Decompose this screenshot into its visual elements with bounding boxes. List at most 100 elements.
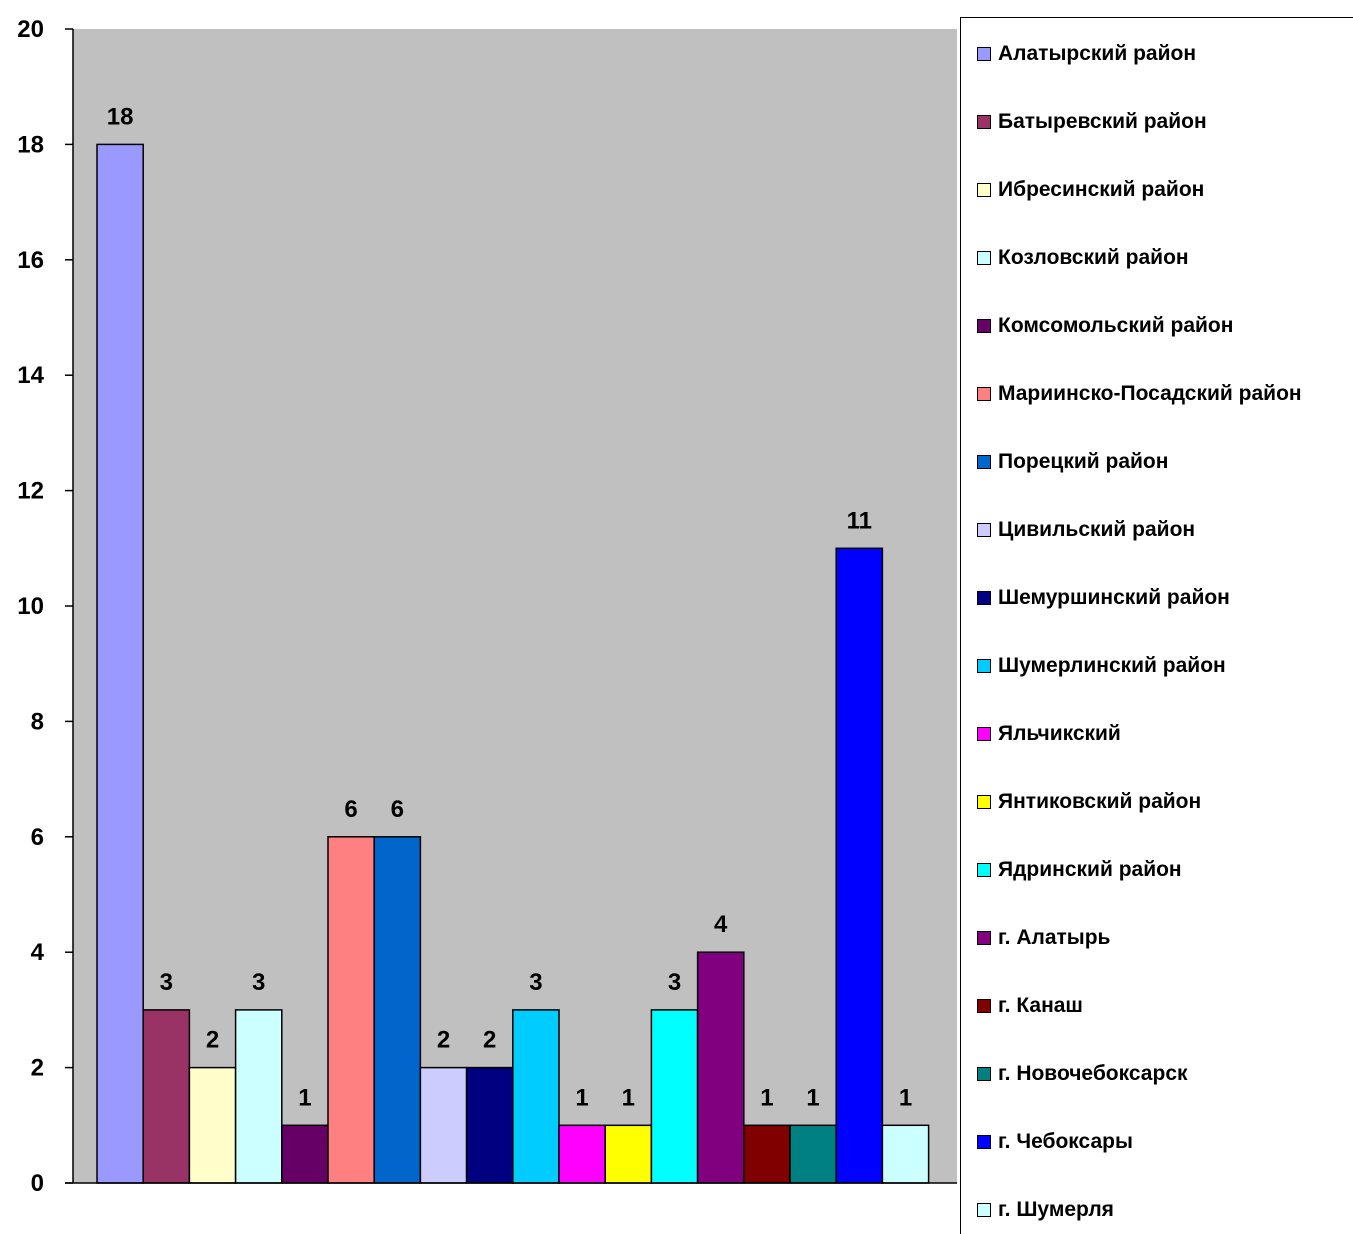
- legend: Алатырский район Батыревский район Ибресин…: [960, 17, 1353, 1234]
- legend-item: Алатырский район: [977, 40, 1196, 68]
- legend-label: г. Чебоксары: [998, 1130, 1133, 1153]
- legend-item: Комсомольский район: [977, 312, 1233, 340]
- legend-item: Батыревский район: [977, 108, 1207, 136]
- bar: [373, 836, 422, 1184]
- legend-item: г. Алатырь: [977, 924, 1110, 952]
- legend-swatch: [977, 863, 991, 877]
- y-tick-label: 10: [17, 593, 44, 620]
- legend-item: Яльчикский: [977, 720, 1121, 748]
- legend-swatch: [977, 1135, 991, 1149]
- legend-label: Козловский район: [998, 246, 1189, 269]
- data-label: 3: [252, 969, 265, 996]
- legend-item: Порецкий район: [977, 448, 1168, 476]
- data-label: 1: [622, 1084, 635, 1111]
- legend-label: Янтиковский район: [998, 790, 1202, 813]
- legend-swatch: [977, 47, 991, 61]
- legend-swatch: [977, 591, 991, 605]
- legend-label: Порецкий район: [998, 450, 1169, 473]
- data-label: 1: [298, 1084, 311, 1111]
- legend-item: Янтиковский район: [977, 788, 1201, 816]
- legend-item: Цивильский район: [977, 516, 1195, 544]
- legend-swatch: [977, 251, 991, 265]
- legend-label: Ибресинский район: [998, 178, 1205, 201]
- bar: [142, 1009, 191, 1184]
- legend-item: Мариинско-Посадский район: [977, 380, 1302, 408]
- bar: [465, 1066, 514, 1184]
- legend-swatch: [977, 999, 991, 1013]
- data-label: 1: [806, 1084, 819, 1111]
- legend-label: Мариинско-Посадский район: [998, 382, 1302, 405]
- y-tick-label: 18: [17, 131, 44, 158]
- legend-swatch: [977, 931, 991, 945]
- bar: [234, 1009, 283, 1184]
- plot-area: [73, 29, 957, 1183]
- legend-swatch: [977, 387, 991, 401]
- data-label: 3: [160, 969, 173, 996]
- legend-label: Шемуршинский район: [998, 586, 1230, 609]
- data-label: 2: [206, 1027, 219, 1054]
- bar: [188, 1066, 237, 1184]
- legend-label: Комсомольский район: [998, 314, 1234, 337]
- legend-swatch: [977, 727, 991, 741]
- legend-item: г. Канаш: [977, 992, 1083, 1020]
- legend-label: г. Новочебоксарск: [998, 1062, 1188, 1085]
- bar: [558, 1124, 606, 1184]
- y-tick-label: 12: [17, 478, 44, 505]
- y-tick-label: 4: [31, 939, 45, 966]
- legend-label: Яльчикский: [998, 722, 1121, 745]
- data-label: 2: [483, 1027, 496, 1054]
- bar: [604, 1124, 653, 1184]
- legend-item: г. Новочебоксарск: [977, 1060, 1188, 1088]
- bar: [789, 1124, 837, 1184]
- bar: [743, 1124, 791, 1184]
- legend-item: Ибресинский район: [977, 176, 1204, 204]
- bar: [419, 1066, 468, 1184]
- y-tick-label: 20: [17, 16, 44, 43]
- legend-swatch: [977, 659, 991, 673]
- legend-label: г. Канаш: [998, 994, 1083, 1017]
- legend-label: Шумерлинский район: [998, 654, 1226, 677]
- bar: [327, 836, 375, 1184]
- legend-label: г. Алатырь: [998, 926, 1111, 949]
- bar: [835, 547, 884, 1184]
- legend-swatch: [977, 1203, 991, 1217]
- bar: [96, 143, 144, 1184]
- data-label: 6: [344, 796, 357, 823]
- legend-swatch: [977, 455, 991, 469]
- legend-item: г. Чебоксары: [977, 1128, 1133, 1156]
- legend-label: Батыревский район: [998, 110, 1207, 133]
- data-label: 18: [107, 103, 134, 130]
- data-label: 1: [899, 1084, 912, 1111]
- y-tick-label: 0: [31, 1170, 44, 1197]
- data-label: 1: [575, 1084, 588, 1111]
- y-tick-label: 2: [31, 1055, 44, 1082]
- legend-swatch: [977, 523, 991, 537]
- legend-swatch: [977, 319, 991, 333]
- legend-item: Козловский район: [977, 244, 1189, 272]
- legend-item: г. Шумерля: [977, 1196, 1114, 1224]
- data-label: 6: [391, 796, 404, 823]
- legend-label: г. Шумерля: [998, 1198, 1114, 1221]
- data-label: 11: [847, 507, 872, 534]
- legend-swatch: [977, 115, 991, 129]
- bar: [650, 1009, 699, 1184]
- bar: [281, 1124, 329, 1184]
- data-label: 3: [529, 969, 542, 996]
- bar: [512, 1009, 560, 1184]
- y-tick-label: 8: [31, 708, 44, 735]
- legend-swatch: [977, 183, 991, 197]
- y-tick-label: 6: [31, 824, 44, 851]
- data-label: 1: [760, 1084, 773, 1111]
- legend-swatch: [977, 1067, 991, 1081]
- y-tick-label: 14: [17, 362, 44, 389]
- data-label: 2: [437, 1027, 450, 1054]
- y-tick-label: 16: [17, 247, 44, 274]
- bar: [881, 1124, 930, 1184]
- data-label: 4: [714, 911, 728, 938]
- legend-label: Цивильский район: [998, 518, 1196, 541]
- bar: [696, 951, 745, 1184]
- legend-item: Ядринский район: [977, 856, 1182, 884]
- legend-item: Шемуршинский район: [977, 584, 1230, 612]
- legend-label: Ядринский район: [998, 858, 1182, 881]
